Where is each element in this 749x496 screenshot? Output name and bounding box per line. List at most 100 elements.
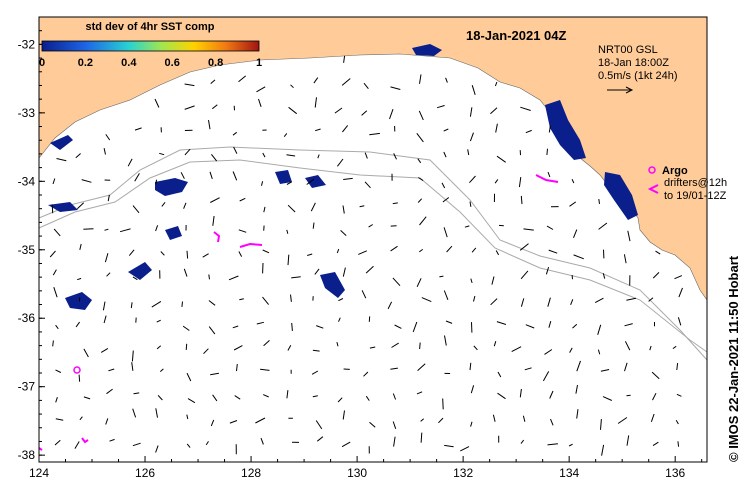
- current-arrow: [287, 345, 292, 351]
- current-arrow: [108, 368, 115, 372]
- current-arrow: [203, 348, 209, 355]
- current-arrow: [134, 127, 142, 131]
- current-arrow: [520, 195, 523, 205]
- current-arrow: [548, 249, 558, 254]
- current-arrow: [471, 85, 476, 95]
- current-arrow: [675, 419, 679, 425]
- current-arrow: [547, 171, 551, 178]
- lat-tick-label: -34: [18, 174, 36, 188]
- current-arrow: [390, 86, 401, 90]
- current-arrow: [519, 388, 522, 398]
- credit-text: © IMOS 22-Jan-2021 11:50 Hobart: [726, 255, 741, 462]
- current-arrow: [601, 444, 605, 456]
- current-arrow: [160, 251, 165, 256]
- current-arrow: [546, 225, 554, 230]
- legend-title: std dev of 4hr SST comp: [86, 21, 215, 33]
- current-arrow: [255, 417, 266, 424]
- current-arrow: [523, 228, 534, 231]
- current-arrow: [470, 385, 475, 394]
- current-arrow: [104, 228, 109, 231]
- current-arrow: [208, 300, 216, 306]
- current-arrow: [369, 346, 376, 349]
- current-arrow: [416, 391, 423, 395]
- current-arrow: [576, 409, 579, 419]
- current-arrow: [315, 128, 321, 132]
- current-arrow: [460, 446, 470, 452]
- current-arrow: [263, 206, 266, 213]
- current-arrow: [341, 78, 351, 86]
- current-arrow: [655, 250, 661, 255]
- current-arrow: [417, 158, 422, 164]
- current-arrow: [547, 443, 558, 446]
- current-arrow: [183, 202, 187, 209]
- lat-tick-label: -35: [18, 243, 36, 257]
- current-arrow: [239, 298, 244, 301]
- current-arrow: [522, 415, 526, 422]
- current-arrow: [316, 436, 324, 442]
- current-arrow: [262, 152, 266, 158]
- current-arrow: [238, 75, 247, 83]
- current-arrow: [306, 178, 315, 185]
- current-arrow: [525, 324, 535, 329]
- current-arrow: [209, 171, 213, 180]
- current-arrow: [469, 175, 476, 184]
- current-arrow: [674, 275, 683, 280]
- current-arrow: [548, 320, 552, 328]
- current-arrow: [211, 104, 218, 110]
- sst-patch: [48, 202, 78, 212]
- sst-patches: [48, 44, 638, 310]
- current-arrow: [74, 441, 80, 449]
- current-arrow: [497, 371, 502, 378]
- legend-tick-label: 1: [256, 57, 262, 69]
- current-arrow: [103, 315, 107, 324]
- current-arrow: [212, 394, 218, 402]
- current-arrow: [105, 134, 111, 141]
- current-arrow: [334, 107, 343, 114]
- sst-patch: [50, 135, 73, 150]
- current-arrow: [286, 390, 289, 399]
- current-arrow: [570, 299, 574, 305]
- current-arrow: [416, 132, 424, 143]
- current-arrow: [390, 245, 398, 252]
- current-arrow: [443, 227, 448, 238]
- lon-tick-label: 136: [665, 466, 685, 480]
- drifter-track: [213, 231, 221, 243]
- current-arrow: [445, 320, 453, 324]
- current-arrow: [55, 397, 58, 403]
- current-arrow: [210, 372, 219, 376]
- current-arrow: [104, 253, 109, 263]
- current-arrow: [623, 254, 627, 264]
- current-arrow: [106, 388, 113, 395]
- current-arrow: [364, 152, 368, 159]
- current-arrow: [155, 179, 158, 185]
- current-arrow: [421, 297, 432, 303]
- current-arrow: [361, 110, 368, 116]
- current-arrow: [184, 105, 195, 110]
- argo-label: Argo: [662, 165, 688, 177]
- current-arrow: [180, 172, 185, 179]
- current-arrow: [361, 290, 367, 299]
- current-arrow: [495, 123, 498, 133]
- current-arrow: [550, 418, 554, 426]
- current-arrow: [340, 230, 347, 236]
- current-arrow: [263, 394, 269, 398]
- current-arrow: [648, 297, 654, 302]
- current-arrow: [159, 152, 165, 156]
- drifters-period: to 19/01-12Z: [664, 190, 727, 202]
- current-arrow: [598, 222, 608, 230]
- current-arrow: [672, 345, 677, 350]
- current-arrow: [627, 230, 631, 242]
- lat-tick-label: -33: [18, 106, 36, 120]
- current-arrow: [260, 437, 264, 445]
- current-arrow: [598, 199, 600, 204]
- info-time: 18-Jan 18:00Z: [598, 57, 669, 69]
- current-arrow: [128, 249, 135, 256]
- current-arrow: [343, 177, 353, 180]
- current-arrow: [464, 225, 470, 228]
- drifter-track: [535, 174, 559, 183]
- current-arrow: [186, 372, 192, 382]
- argo-legend: Argo drifters@12h to 19/01-12Z: [647, 165, 727, 202]
- current-arrow: [337, 397, 343, 403]
- current-arrow: [542, 371, 550, 382]
